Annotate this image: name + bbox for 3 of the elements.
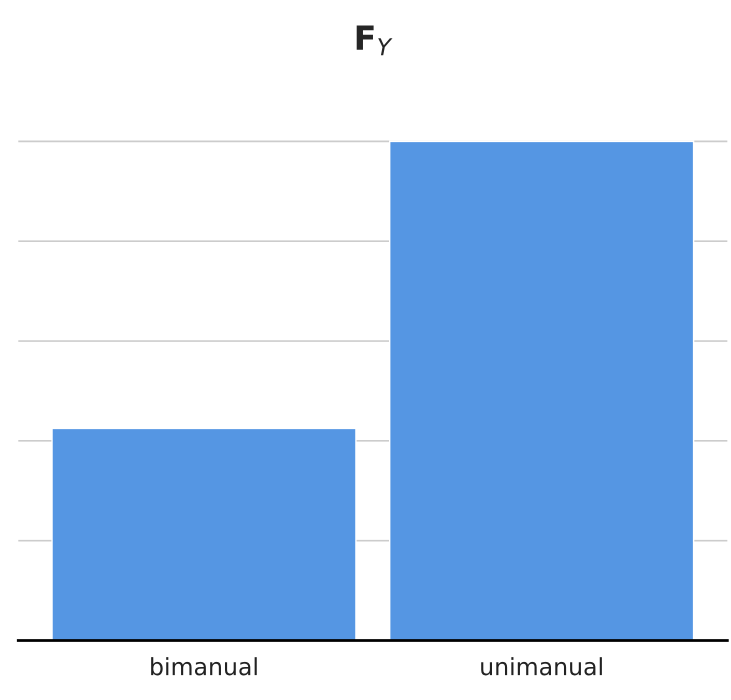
x-tick-label: unimanual [481, 657, 602, 676]
chart-title: F$_{Y}$ [356, 26, 392, 56]
x-tick-label: bimanual [151, 657, 257, 676]
